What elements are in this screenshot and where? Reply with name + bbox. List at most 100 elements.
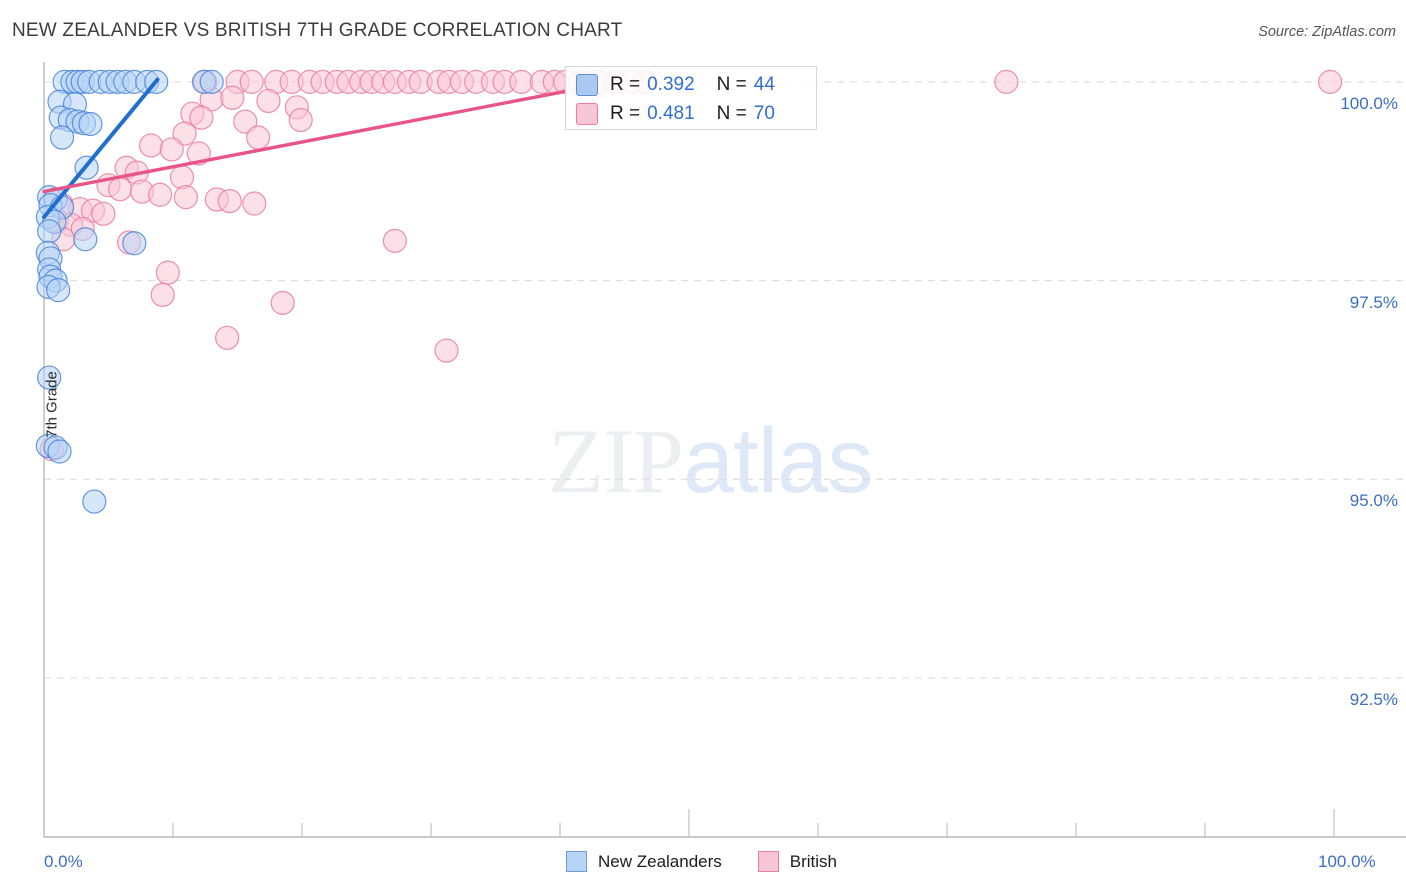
scatter-point [46,278,71,303]
stats-r-value-br: 0.481 [647,103,695,124]
scatter-point [264,69,289,94]
scatter-point [122,231,147,256]
legend-label-new-zealanders: New Zealanders [598,851,722,871]
watermark-atlas: atlas [683,410,873,512]
scatter-point [77,69,102,94]
scatter-point [225,69,250,94]
scatter-point [49,192,75,218]
scatter-point [199,69,224,94]
scatter-point [70,69,95,94]
scatter-point [57,107,82,133]
scatter-point [38,264,63,289]
stats-row-new-zealanders: R = 0.392 N = 44 [576,71,775,99]
scatter-point [48,105,73,130]
scatter-point [113,69,138,94]
scatter-point [52,69,77,94]
page-title: NEW ZEALANDER VS BRITISH 7TH GRADE CORRE… [12,20,623,41]
scatter-point [144,69,169,94]
scatter-point [138,133,164,158]
scatter-point [70,216,95,242]
scatter-point [117,230,142,255]
gridlines [44,81,1406,679]
scatter-point [434,338,459,363]
scatter-point [35,240,60,265]
scatter-point [256,88,281,114]
scatter-point [51,227,76,252]
scatter-point [172,121,197,146]
stats-n-value-br: 70 [753,103,775,124]
scatter-point [180,101,205,126]
scatter-point [82,489,107,514]
stats-r-label-br: R = [610,103,641,124]
scatter-point [105,69,130,94]
scatter-point [284,95,309,120]
scatter-point [449,69,475,94]
y-axis-title: 7th Grade [43,371,61,438]
scatter-point [36,274,61,300]
legend-label-british: British [789,851,838,871]
scatter-point [436,69,462,94]
scatter-point [44,208,70,234]
stats-r-value-nz: 0.392 [647,74,695,95]
trendline [42,89,567,194]
scatter-point [217,189,242,214]
scatter-point [492,69,517,94]
scatter-point [122,69,147,94]
scatter-point [246,125,271,150]
scatter-point [324,69,349,94]
scatter-point [108,177,133,202]
axis-lines [43,62,1406,838]
scatter-point [60,69,85,94]
scatter-point [529,69,555,94]
scatter-point [73,227,98,252]
stats-r-label-nz: R = [610,74,641,95]
scatter-point [62,92,88,117]
scatter-point [150,282,175,307]
scatter-point [233,109,258,134]
scatter-point [173,185,198,210]
scatter-point [38,246,63,271]
legend-item-british[interactable]: British [757,851,838,872]
scatter-point [480,69,506,94]
watermark-zip: ZIP [548,410,684,512]
scatter-point [1318,69,1343,94]
scatter-point [71,111,97,136]
correlation-stats-box: R = 0.392 N = 44 R = 0.481 N = 70 [565,66,817,130]
scatter-point [58,212,84,238]
scatter-point [65,109,90,134]
scatter-point [97,69,122,94]
trendline-new-zealanders [42,77,160,219]
trendline [42,77,160,219]
scatter-point [65,69,90,94]
y-axis-label-1: 97.5% [1349,292,1398,312]
scatter-point [43,268,68,293]
scatter-point [270,290,295,315]
legend-swatch-new-zealanders [566,851,587,872]
scatter-point [193,69,218,94]
source-label: Source: ZipAtlas.com [1258,24,1396,40]
stats-n-value-nz: 44 [753,74,775,95]
scatter-point [408,69,433,94]
scatter-point [91,201,116,226]
scatter-point [135,69,160,94]
trendline-british [42,89,567,194]
scatter-point [78,111,103,137]
scatter-point [35,204,60,230]
x-axis-max-label: 100.0% [1318,852,1376,871]
scatter-point [215,325,240,350]
scatter-point [994,69,1019,94]
legend-item-new-zealanders[interactable]: New Zealanders [566,851,722,872]
scatter-point [42,209,67,234]
scatter-point [49,125,75,150]
series-legend: New Zealanders British [566,851,873,872]
x-axis-ticks [43,809,1335,837]
scatter-point [242,191,267,216]
stats-n-label-br: N = [716,103,747,124]
scatter-point [186,141,211,166]
scatter-point [155,260,180,285]
scatter-point [297,69,322,94]
scatter-point [191,69,217,94]
y-axis-label-3: 92.5% [1349,690,1398,710]
stats-swatch-new-zealanders [576,74,598,96]
